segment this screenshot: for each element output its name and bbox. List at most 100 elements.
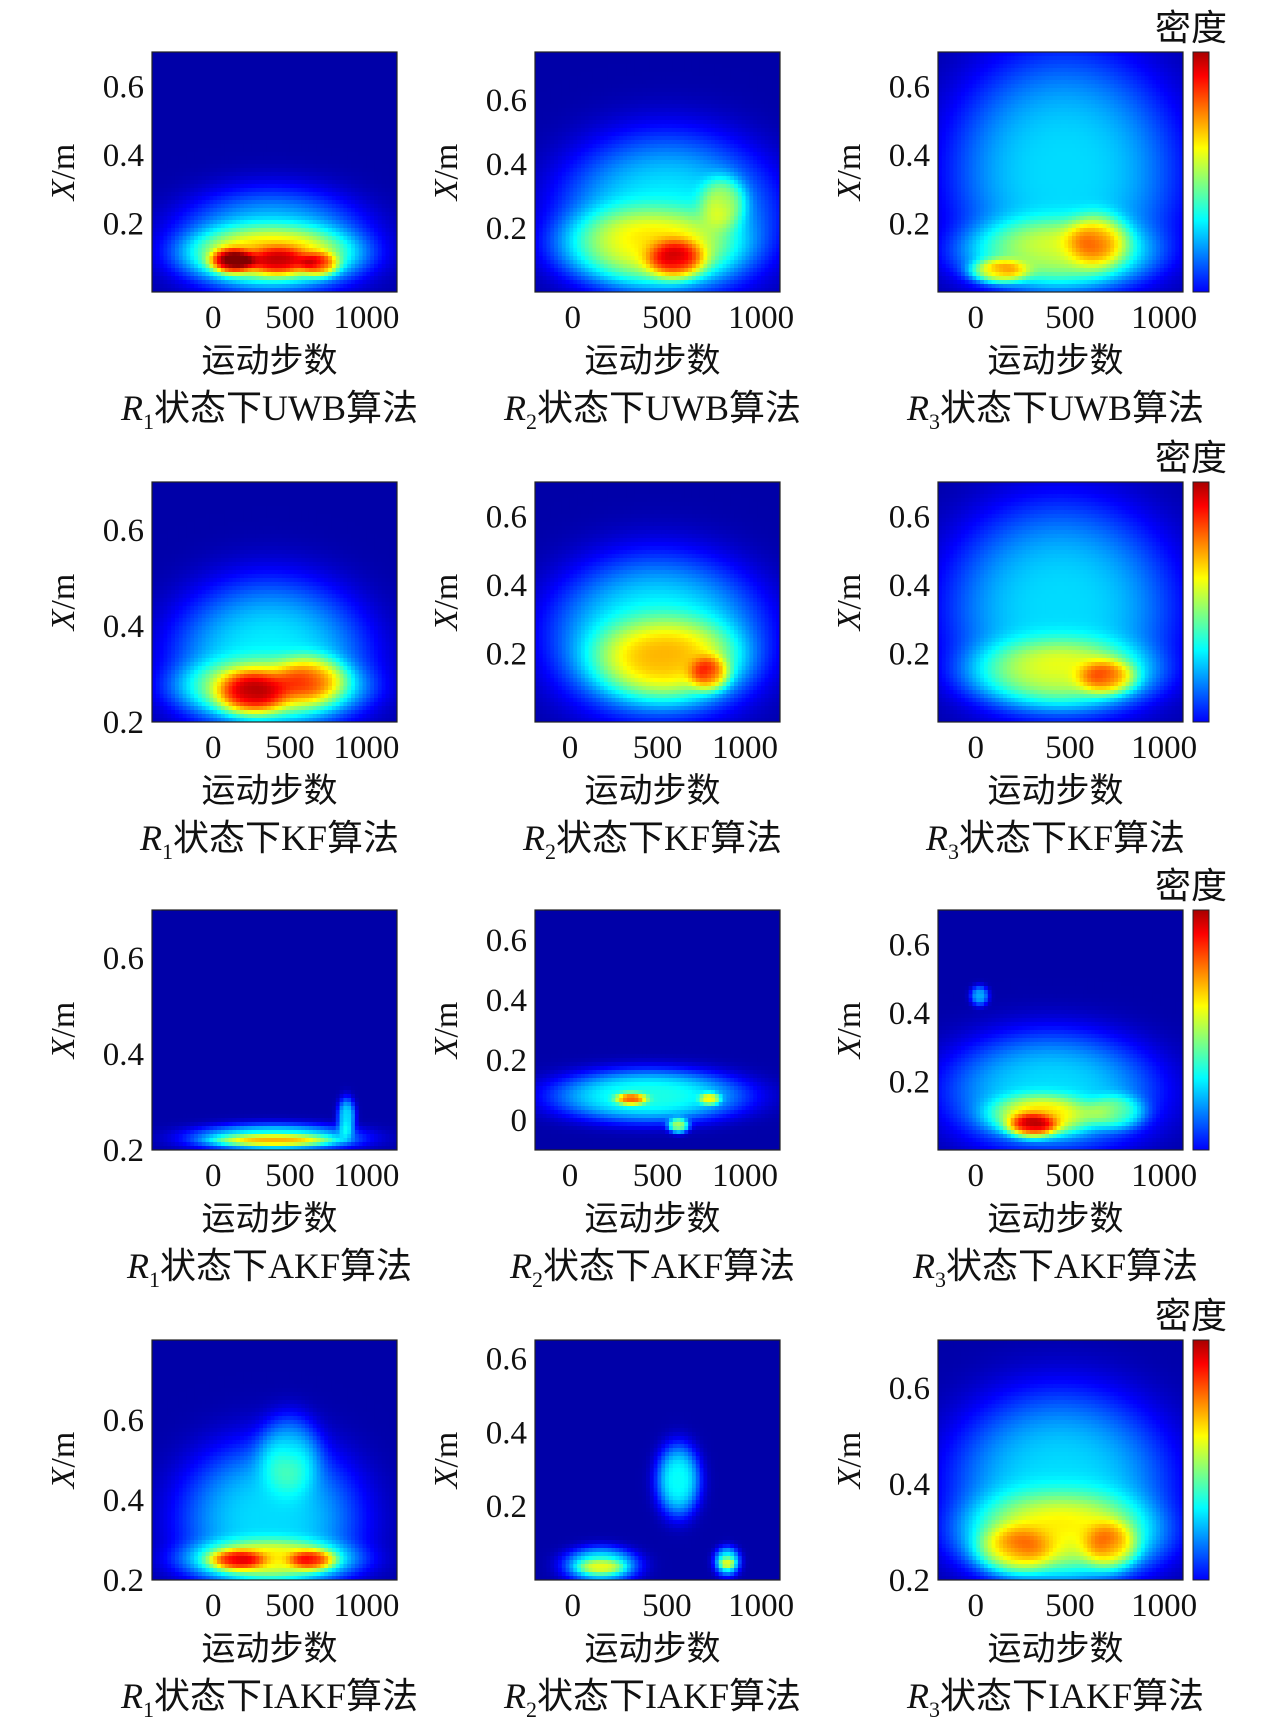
heatmap-cell [634,64,639,69]
heatmap-cell [335,268,341,273]
heatmap-cell [607,92,613,97]
heatmap-cell [255,140,260,145]
heatmap-cell [611,104,616,109]
heatmap-cell [255,280,260,285]
heatmap-cell [213,220,218,225]
heatmap-cell [343,84,348,89]
heatmap-cell [240,220,245,225]
heatmap-cell [695,84,701,89]
heatmap-cell [182,172,188,177]
heatmap-cell [228,244,233,249]
heatmap-cell [603,84,609,89]
heatmap-cell [217,188,222,193]
heatmap-cell [167,220,172,225]
heatmap-cell [190,220,195,225]
heatmap-cell [194,116,199,121]
heatmap-cell [266,284,272,289]
heatmap-cell [320,280,325,285]
heatmap-cell [289,180,295,185]
heatmap-cell [320,112,325,117]
heatmap-cell [266,80,272,85]
heatmap-cell [174,88,180,93]
heatmap-cell [776,112,780,117]
heatmap-cell [301,264,306,269]
heatmap-cell [240,200,245,205]
heatmap-cell [538,120,544,125]
heatmap-cell [217,236,222,241]
heatmap-cell [381,132,387,137]
heatmap-cell [205,96,211,101]
heatmap-cell [703,80,708,85]
heatmap-cell [718,64,724,69]
heatmap-cell [600,52,605,57]
heatmap-cell [194,224,199,229]
heatmap-cell [339,264,345,269]
heatmap-cell [278,164,283,169]
heatmap-cell [232,132,237,137]
heatmap-cell [305,168,310,173]
heatmap-cell [630,96,636,101]
heatmap-cell [592,104,597,109]
heatmap-cell [377,244,383,249]
heatmap-cell [569,96,574,101]
heatmap-cell [205,172,211,177]
heatmap-cell [646,96,651,101]
heatmap-cell [538,84,544,89]
heatmap-cell [385,208,390,213]
heatmap-cell [301,132,306,137]
heatmap-cell [362,64,367,69]
heatmap-cell [167,240,172,245]
heatmap-cell [213,252,218,257]
heatmap-cell [263,52,268,57]
heatmap-cell [213,224,218,229]
heatmap-cell [209,72,214,77]
heatmap-cell [776,104,780,109]
heatmap-cell [152,252,157,257]
heatmap-cell [707,100,712,105]
heatmap-cell [347,108,352,113]
heatmap-cell [370,276,375,281]
heatmap-cell [695,52,701,57]
y-tick-label: 0.6 [103,69,144,105]
heatmap-cell [255,132,260,137]
heatmap-cell [305,68,310,73]
heatmap-cell [668,120,674,125]
heatmap-cell [152,64,157,69]
heatmap-cell [607,84,613,89]
heatmap-cell [194,72,199,77]
heatmap-cell [251,152,256,157]
heatmap-cell [316,240,322,245]
heatmap-cell [535,96,540,101]
heatmap-cell [167,80,172,85]
heatmap-cell [741,64,747,69]
heatmap-cell [726,116,731,121]
heatmap-cell [247,180,253,185]
heatmap-cell [305,184,310,189]
heatmap-cell [308,196,314,201]
heatmap-cell [668,112,674,117]
heatmap-cell [362,172,367,177]
heatmap-cell [186,188,191,193]
heatmap-cell [737,100,743,105]
heatmap-cell [197,52,203,57]
heatmap-cell [584,60,590,65]
heatmap-cell [722,108,728,113]
heatmap-cell [282,84,287,89]
heatmap-cell [201,84,207,89]
heatmap-cell [236,284,241,289]
heatmap-cell [377,252,383,257]
heatmap-cell [377,200,383,205]
heatmap-cell [152,192,157,197]
heatmap-cell [374,56,379,61]
heatmap-cell [152,284,157,289]
heatmap-cell [278,56,283,61]
heatmap-cell [573,60,578,65]
heatmap-cell [167,284,172,289]
heatmap-cell [381,64,387,69]
heatmap-cell [236,180,241,185]
heatmap-cell [328,168,333,173]
heatmap-cell [603,92,609,97]
heatmap-cell [385,180,390,185]
heatmap-cell [324,128,329,133]
heatmap-cell [282,116,287,121]
